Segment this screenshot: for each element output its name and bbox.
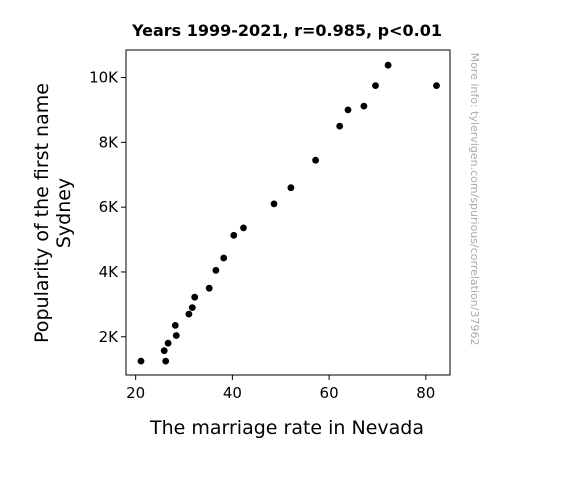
data-point-20 bbox=[360, 102, 368, 110]
x-tick-label: 60 bbox=[320, 384, 339, 402]
data-point-4 bbox=[164, 339, 172, 347]
y-tick-label: 2K bbox=[99, 328, 120, 346]
y-tick-label: 6K bbox=[99, 198, 120, 216]
data-point-22 bbox=[384, 61, 392, 69]
data-point-15 bbox=[270, 200, 278, 208]
data-point-3 bbox=[162, 357, 170, 365]
source-note: More info: tylervigen.com/spurious/corre… bbox=[468, 53, 481, 346]
data-point-7 bbox=[185, 310, 193, 318]
y-axis-label-line-1: Popularity of the first name bbox=[31, 83, 53, 343]
data-point-16 bbox=[287, 184, 295, 192]
y-tick-label: 4K bbox=[99, 263, 120, 281]
data-point-10 bbox=[205, 284, 213, 292]
y-axis: 2K 4K 6K 8K 10K bbox=[89, 69, 126, 346]
chart-title: Years 1999-2021, r=0.985, p<0.01 bbox=[131, 21, 442, 40]
data-point-6 bbox=[172, 332, 180, 339]
plot-area bbox=[125, 49, 451, 376]
data-point-1 bbox=[137, 357, 145, 365]
data-point-2 bbox=[160, 347, 168, 355]
x-tick-label: 40 bbox=[223, 384, 242, 402]
x-tick-label: 80 bbox=[416, 384, 435, 402]
data-point-12 bbox=[220, 254, 228, 262]
y-tick-label: 10K bbox=[89, 69, 119, 87]
data-point-21 bbox=[372, 82, 379, 89]
data-point-9 bbox=[191, 293, 199, 301]
data-point-23 bbox=[433, 82, 440, 89]
data-point-8 bbox=[188, 304, 196, 311]
data-point-18 bbox=[336, 122, 344, 130]
x-tick-label: 20 bbox=[126, 384, 145, 402]
data-point-13 bbox=[230, 231, 238, 239]
data-point-5 bbox=[171, 322, 179, 329]
data-point-11 bbox=[212, 266, 220, 274]
data-point-17 bbox=[312, 156, 319, 164]
y-axis-label-line-2: Sydney bbox=[53, 178, 75, 248]
y-tick-label: 8K bbox=[99, 133, 120, 151]
data-point-14 bbox=[240, 224, 247, 232]
x-axis-label: The marriage rate in Nevada bbox=[149, 417, 424, 439]
x-axis: 20 40 60 80 bbox=[126, 375, 435, 402]
data-point-19 bbox=[344, 106, 352, 114]
plot-frame bbox=[125, 49, 451, 376]
